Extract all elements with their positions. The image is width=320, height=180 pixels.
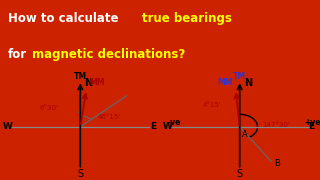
Text: W: W	[3, 122, 13, 131]
Text: 4°15': 4°15'	[202, 102, 221, 108]
Text: W: W	[162, 122, 172, 131]
Text: S: S	[236, 169, 243, 179]
Text: TM: TM	[74, 72, 87, 81]
Text: S: S	[77, 169, 84, 179]
Text: magnetic declinations?: magnetic declinations?	[32, 48, 185, 61]
Text: for: for	[8, 48, 27, 61]
Text: MM: MM	[89, 78, 105, 87]
Text: N: N	[84, 78, 92, 88]
Text: How to calculate: How to calculate	[8, 12, 118, 25]
Text: B: B	[274, 159, 280, 168]
Text: 46°15': 46°15'	[98, 114, 121, 120]
Text: 147°30': 147°30'	[263, 122, 290, 128]
Text: MM: MM	[217, 78, 233, 87]
Text: TM: TM	[233, 72, 246, 81]
Text: -ve: -ve	[168, 118, 181, 127]
Text: +ve: +ve	[304, 118, 320, 127]
Text: true bearings: true bearings	[142, 12, 232, 25]
Text: A: A	[242, 130, 248, 139]
Text: E: E	[308, 122, 315, 131]
Text: N: N	[244, 78, 252, 88]
Text: E: E	[150, 122, 156, 131]
Text: 6°30': 6°30'	[39, 105, 58, 111]
